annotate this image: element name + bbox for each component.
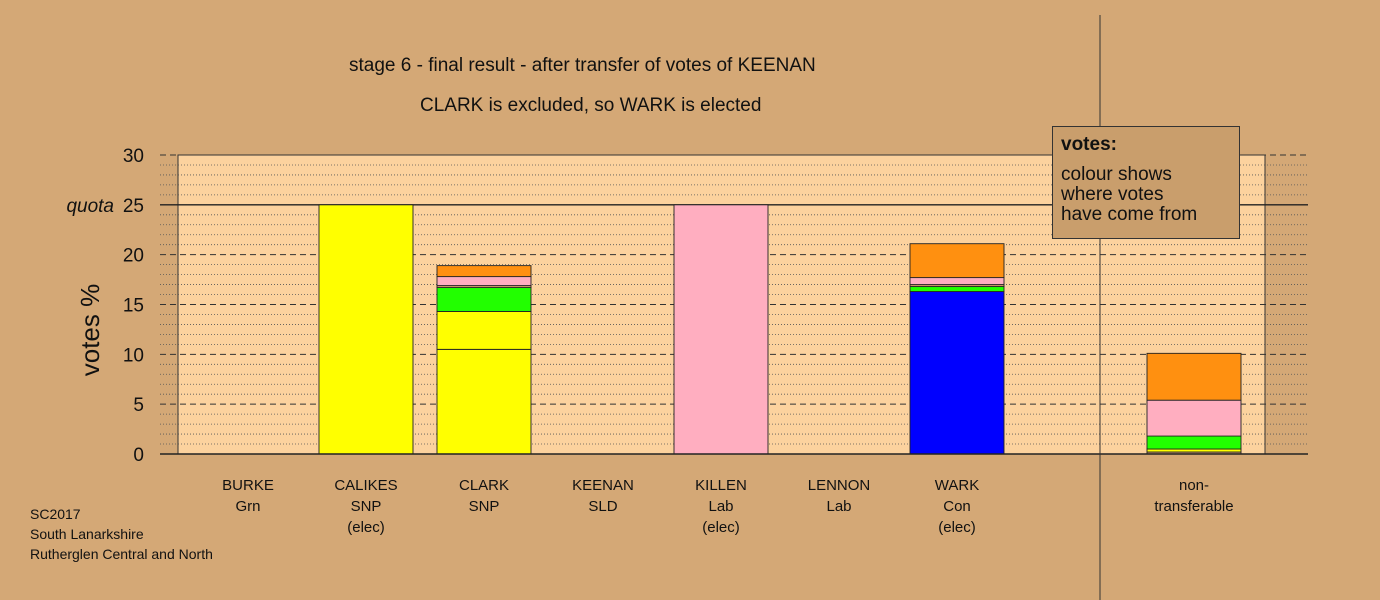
y-axis-label: votes % bbox=[75, 284, 105, 377]
x-category-label: Lab bbox=[708, 498, 733, 515]
x-category-label: transferable bbox=[1154, 498, 1233, 515]
bar-segment bbox=[1146, 352, 1242, 401]
bar-segment bbox=[673, 204, 769, 455]
footer-info: SC2017 South Lanarkshire Rutherglen Cent… bbox=[30, 504, 213, 564]
legend-line-1: colour shows bbox=[1061, 164, 1172, 185]
bar-segment bbox=[436, 348, 532, 455]
y-tick-label: 15 bbox=[123, 296, 144, 317]
x-category-label: Lab bbox=[826, 498, 851, 515]
legend-line-3: have come from bbox=[1061, 204, 1198, 225]
x-category-label: (elec) bbox=[702, 519, 740, 536]
bar-segment bbox=[436, 265, 532, 278]
x-category-label: Grn bbox=[235, 498, 260, 515]
bar-segment bbox=[1146, 399, 1242, 437]
footer-council: South Lanarkshire bbox=[30, 526, 144, 542]
y-tick-label: 20 bbox=[123, 246, 144, 267]
quota-label: quota bbox=[66, 196, 114, 217]
x-category-label: BURKE bbox=[222, 477, 274, 494]
bar-segment bbox=[436, 276, 532, 287]
x-category-label: CALIKES bbox=[334, 477, 397, 494]
legend-heading: votes: bbox=[1061, 134, 1117, 155]
x-category-label: WARK bbox=[935, 477, 979, 494]
bar-segment bbox=[436, 287, 532, 312]
bar-segment bbox=[436, 311, 532, 350]
x-category-label: SNP bbox=[469, 498, 500, 515]
footer-year: SC2017 bbox=[30, 506, 81, 522]
y-tick-label: 5 bbox=[133, 395, 144, 416]
x-category-label: Con bbox=[943, 498, 971, 515]
bar-segment bbox=[909, 291, 1005, 455]
x-category-label: CLARK bbox=[459, 477, 509, 494]
y-tick-label: 25 bbox=[123, 196, 144, 217]
x-category-label: SNP bbox=[351, 498, 382, 515]
y-tick-label: 0 bbox=[133, 445, 144, 466]
footer-ward: Rutherglen Central and North bbox=[30, 546, 213, 562]
y-tick-label: 10 bbox=[123, 345, 144, 366]
bar-segment bbox=[1146, 435, 1242, 450]
x-category-label: KILLEN bbox=[695, 477, 747, 494]
bar-segment bbox=[318, 204, 414, 455]
y-tick-label: 30 bbox=[123, 146, 144, 167]
x-category-label: LENNON bbox=[808, 477, 871, 494]
x-category-label: KEENAN bbox=[572, 477, 634, 494]
x-category-label: SLD bbox=[588, 498, 617, 515]
bar-segment bbox=[909, 277, 1005, 286]
legend-line-2: where votes bbox=[1061, 184, 1164, 205]
x-category-label: (elec) bbox=[347, 519, 385, 536]
bar-segment bbox=[909, 243, 1005, 279]
x-category-label: (elec) bbox=[938, 519, 976, 536]
bar-segment bbox=[909, 286, 1005, 292]
legend-box: votes: colour shows where votes have com… bbox=[1052, 126, 1240, 239]
chart-subtitle: CLARK is excluded, so WARK is elected bbox=[420, 95, 762, 116]
x-category-label: non- bbox=[1179, 477, 1209, 494]
chart-title: stage 6 - final result - after transfer … bbox=[349, 55, 816, 76]
